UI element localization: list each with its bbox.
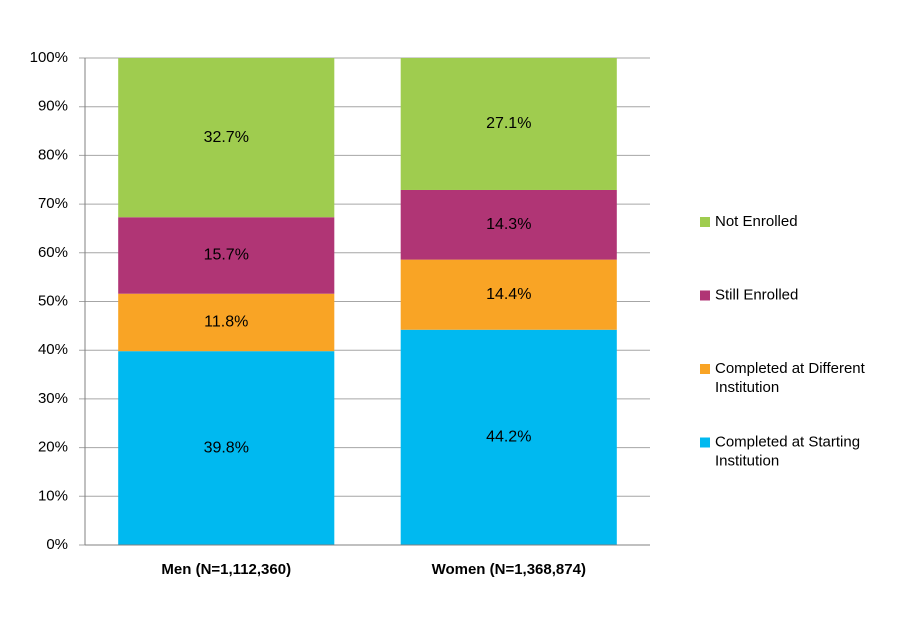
legend-swatch	[700, 437, 710, 448]
y-tick-label: 40%	[38, 341, 68, 358]
x-tick-label: Men (N=1,112,360)	[161, 561, 291, 578]
bar-segment	[118, 293, 335, 352]
value-label: 44.2%	[486, 429, 531, 446]
legend-label: Completed at Starting Institution	[715, 433, 860, 469]
value-label: 14.4%	[486, 286, 531, 303]
y-tick-label: 30%	[38, 390, 68, 407]
value-label: 11.8%	[204, 314, 248, 331]
y-tick-label: 70%	[38, 195, 68, 212]
legend-label: Not Enrolled	[715, 213, 798, 230]
value-label: 32.7%	[204, 129, 249, 146]
bar-segment	[118, 351, 335, 545]
y-tick-label: 90%	[38, 98, 68, 115]
y-tick-label: 60%	[38, 244, 68, 261]
bar-segment	[400, 58, 617, 190]
bar-segment	[400, 329, 617, 545]
y-tick-label: 0%	[46, 536, 68, 553]
legend-swatch	[700, 290, 710, 301]
legend-label: Completed at Different Institution	[715, 360, 866, 396]
y-tick-label: 80%	[38, 146, 68, 163]
y-tick-label: 50%	[38, 292, 68, 309]
bar-segment	[400, 189, 617, 260]
value-label: 27.1%	[486, 115, 531, 132]
bar-segment	[118, 58, 335, 218]
value-label: 14.3%	[486, 216, 531, 233]
y-tick-label: 10%	[38, 487, 68, 504]
legend-swatch	[700, 364, 710, 374]
x-tick-label: Women (N=1,368,874)	[432, 561, 586, 578]
legend-swatch	[700, 217, 710, 227]
y-tick-label: 100%	[30, 49, 68, 66]
value-label: 15.7%	[204, 247, 249, 264]
value-label: 39.8%	[204, 439, 249, 456]
y-tick-label: 20%	[38, 439, 68, 456]
legend-label: Still Enrolled	[715, 286, 798, 303]
bar-segment	[118, 217, 335, 294]
bar-segment	[400, 259, 617, 330]
